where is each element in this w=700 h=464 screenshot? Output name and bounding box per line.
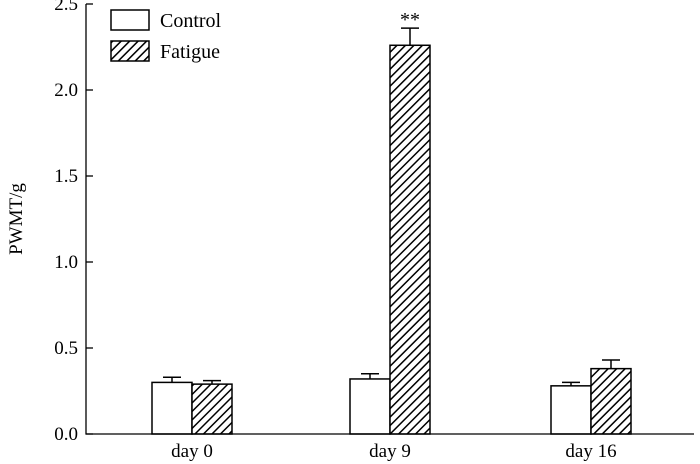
- error-bar-fatigue-2: [602, 359, 620, 369]
- bar-fatigue-0: [191, 383, 233, 435]
- x-axis-ticks: day 0 day 9 day 16: [171, 427, 617, 462]
- x-tick-label-0: day 0: [171, 441, 213, 462]
- error-bar-control-0: [163, 376, 181, 383]
- y-axis-label: PWMT/g: [6, 183, 27, 255]
- bar-fatigue-1: [389, 44, 431, 435]
- y-axis-ticks: 0.0 0.5 1.0 1.5 2.0 2.5: [54, 0, 93, 445]
- error-bar-control-2: [562, 381, 580, 386]
- bar-control-2: [550, 385, 592, 435]
- bar-fatigue-2: [590, 367, 632, 435]
- error-bar-fatigue-1: [401, 27, 419, 46]
- significance-annotation: **: [400, 9, 420, 31]
- legend-label-control: Control: [160, 10, 222, 32]
- bars: [151, 27, 632, 435]
- x-tick-label-1: day 9: [369, 441, 411, 462]
- legend-swatch-fatigue: [110, 40, 150, 62]
- bar-control-0: [151, 381, 193, 435]
- error-bar-fatigue-0: [203, 379, 221, 385]
- legend-swatch-control: [110, 9, 150, 31]
- legend: Control Fatigue: [110, 9, 222, 63]
- x-tick-label-2: day 16: [565, 441, 616, 462]
- y-tick-label-4: 2.0: [54, 80, 78, 101]
- y-tick-label-1: 0.5: [54, 338, 78, 359]
- axes-frame: [85, 4, 694, 435]
- y-tick-label-0: 0.0: [54, 424, 78, 445]
- legend-label-fatigue: Fatigue: [160, 41, 220, 63]
- error-bar-control-1: [361, 373, 379, 379]
- y-tick-label-5: 2.5: [54, 0, 78, 15]
- bar-control-1: [349, 378, 391, 435]
- y-tick-label-3: 1.5: [54, 166, 78, 187]
- y-tick-label-2: 1.0: [54, 252, 78, 273]
